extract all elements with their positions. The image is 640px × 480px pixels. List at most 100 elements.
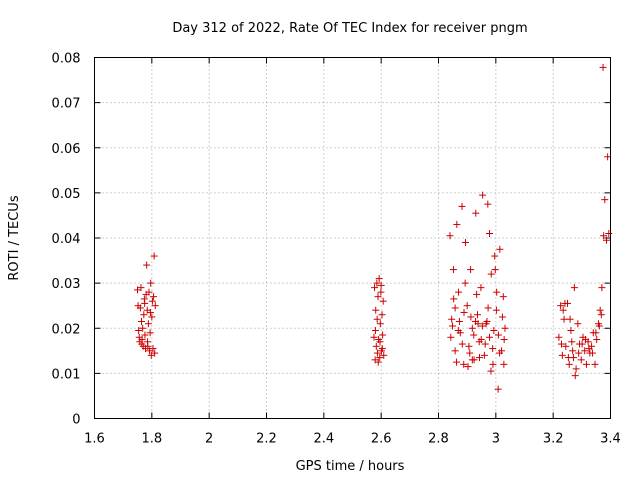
data-point xyxy=(373,349,381,357)
y-tick-label: 0.04 xyxy=(52,232,81,247)
data-point xyxy=(570,284,578,292)
y-tick-label: 0.03 xyxy=(52,277,81,292)
data-point xyxy=(136,304,144,312)
data-point xyxy=(501,324,509,332)
data-point xyxy=(582,360,590,368)
data-point xyxy=(379,331,387,339)
data-point xyxy=(463,302,471,310)
data-point xyxy=(146,308,154,316)
data-point xyxy=(371,327,379,335)
data-point xyxy=(151,349,159,357)
data-point xyxy=(453,220,461,228)
data-point xyxy=(496,245,504,253)
data-point xyxy=(480,351,488,359)
x-axis-label: GPS time / hours xyxy=(296,459,405,474)
data-point xyxy=(374,293,382,301)
x-tick-label: 1.6 xyxy=(84,432,105,447)
data-point xyxy=(555,333,563,341)
data-point xyxy=(574,320,582,328)
data-point xyxy=(558,351,566,359)
data-point xyxy=(577,356,585,364)
data-point xyxy=(472,209,480,217)
y-tick-label: 0.07 xyxy=(52,97,81,112)
x-tick-label: 2.8 xyxy=(428,432,449,447)
data-point xyxy=(487,367,495,375)
data-point xyxy=(374,358,382,366)
data-point xyxy=(559,306,567,314)
data-point xyxy=(461,279,469,287)
grid xyxy=(94,57,611,419)
data-point xyxy=(467,313,475,321)
data-point xyxy=(568,338,576,346)
axis-ticks: 1.6 1.8 2 2.2 2.4 2.6 2.8 3 3.2 3.4 0 0.01 0.02 0.03 0… xyxy=(52,52,621,447)
data-point xyxy=(468,324,476,332)
data-point xyxy=(498,313,506,321)
data-point xyxy=(377,281,385,289)
y-tick-label: 0.06 xyxy=(52,142,81,157)
data-point xyxy=(479,191,487,199)
data-point xyxy=(470,331,478,339)
data-point xyxy=(151,302,159,310)
y-tick-label: 0 xyxy=(72,413,80,428)
data-point xyxy=(593,336,601,344)
data-point xyxy=(146,329,154,337)
data-point xyxy=(477,336,485,344)
data-point xyxy=(465,342,473,350)
data-point xyxy=(484,200,492,208)
data-point xyxy=(380,351,388,359)
data-point xyxy=(499,293,507,301)
data-point xyxy=(481,340,489,348)
data-point xyxy=(149,345,157,353)
x-tick-label: 2 xyxy=(205,432,213,447)
y-tick-label: 0.01 xyxy=(52,367,81,382)
data-point xyxy=(460,360,468,368)
data-point xyxy=(458,202,466,210)
data-point xyxy=(588,349,596,357)
data-point xyxy=(565,360,573,368)
data-points xyxy=(134,63,613,393)
data-point xyxy=(562,342,570,350)
data-point xyxy=(150,293,158,301)
data-point xyxy=(487,270,495,278)
x-tick-label: 1.8 xyxy=(141,432,162,447)
data-point xyxy=(454,327,462,335)
data-point xyxy=(460,308,468,316)
data-point xyxy=(455,317,463,325)
data-point xyxy=(145,288,153,296)
data-point xyxy=(137,284,145,292)
data-point xyxy=(491,252,499,260)
data-point xyxy=(449,266,457,274)
data-point xyxy=(455,288,463,296)
data-point xyxy=(144,338,152,346)
data-point xyxy=(147,279,155,287)
data-point xyxy=(446,232,454,240)
data-point xyxy=(475,354,483,362)
data-point xyxy=(592,329,600,337)
data-point xyxy=(605,229,613,237)
data-point xyxy=(567,327,575,335)
data-point xyxy=(477,284,485,292)
data-point xyxy=(571,372,579,380)
data-point xyxy=(448,315,456,323)
data-point xyxy=(378,311,386,319)
data-point xyxy=(376,338,384,346)
data-point xyxy=(483,317,491,325)
data-point xyxy=(461,239,469,247)
data-point xyxy=(143,261,151,269)
data-point xyxy=(451,347,459,355)
data-point xyxy=(372,342,380,350)
y-axis-label: ROTI / TECUs xyxy=(7,195,22,280)
data-point xyxy=(597,311,605,319)
data-point xyxy=(138,340,146,348)
x-tick-label: 3.2 xyxy=(543,432,564,447)
data-point xyxy=(493,288,501,296)
data-point xyxy=(578,340,586,348)
data-point xyxy=(140,311,148,319)
data-point xyxy=(484,304,492,312)
data-point xyxy=(494,385,502,393)
data-point xyxy=(557,302,565,310)
data-point xyxy=(570,354,578,362)
data-point xyxy=(458,340,466,348)
x-tick-label: 3.4 xyxy=(600,432,621,447)
data-point xyxy=(467,266,475,274)
